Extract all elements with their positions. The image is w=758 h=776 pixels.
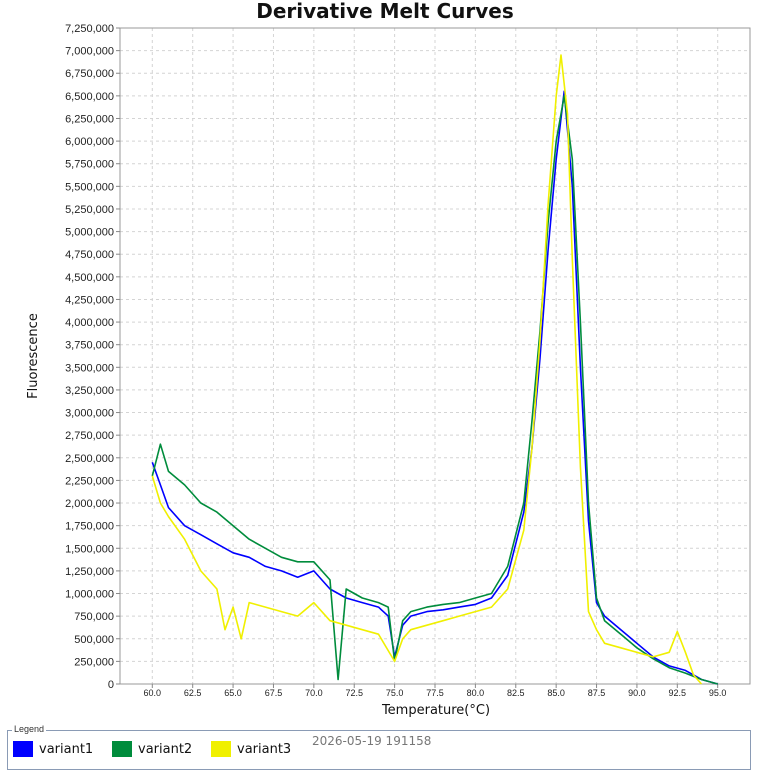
legend-item-variant1[interactable]: variant1 (13, 740, 93, 758)
series-line-variant3 (151, 54, 703, 685)
chart-title: Derivative Melt Curves (256, 0, 514, 23)
x-tick-label: 87.5 (588, 688, 606, 698)
y-tick-label: 2,500,000 (65, 453, 114, 465)
x-tick-label: 80.0 (467, 688, 485, 698)
y-tick-label: 3,500,000 (65, 362, 114, 374)
y-tick-label: 2,750,000 (65, 430, 114, 442)
y-tick-label: 2,000,000 (65, 498, 114, 510)
legend-label: variant2 (138, 741, 193, 757)
x-tick-label: 77.5 (426, 688, 444, 698)
y-tick-label: 1,000,000 (65, 589, 114, 601)
melt-curve-chart: Derivative Melt Curves 0 250,000 500,000 75… (26, 0, 751, 718)
y-tick-label: 0 (108, 679, 114, 691)
grid (120, 27, 750, 685)
legend-swatch (112, 741, 132, 757)
y-tick-label: 4,500,000 (65, 272, 114, 284)
x-tick-label: 72.5 (345, 688, 363, 698)
y-tick-label: 1,500,000 (65, 543, 114, 555)
x-axis: 60.0 62.5 65.0 67.5 70.0 72.5 75.0 77.5 80.0 82.5… (144, 684, 727, 698)
legend-item-variant2[interactable]: variant2 (112, 740, 192, 758)
y-tick-label: 1,750,000 (65, 521, 114, 533)
y-tick-label: 7,000,000 (65, 46, 114, 58)
legend-box (7, 730, 751, 770)
y-tick-label: 6,500,000 (65, 91, 114, 103)
y-tick-label: 3,250,000 (65, 385, 114, 397)
y-tick-label: 2,250,000 (65, 475, 114, 487)
y-tick-label: 1,250,000 (65, 566, 114, 578)
x-tick-label: 62.5 (184, 688, 202, 698)
x-tick-label: 65.0 (224, 688, 242, 698)
x-tick-label: 95.0 (709, 688, 727, 698)
x-tick-label: 70.0 (305, 688, 323, 698)
x-axis-label: Temperature(°C) (381, 703, 490, 718)
legend-swatch (13, 741, 33, 757)
x-tick-label: 82.5 (507, 688, 525, 698)
legend-label: variant3 (237, 741, 292, 757)
x-tick-label: 75.0 (386, 688, 404, 698)
x-tick-label: 60.0 (144, 688, 162, 698)
y-tick-label: 4,000,000 (65, 317, 114, 329)
series-variant1 (151, 90, 718, 685)
y-tick-label: 750,000 (74, 611, 114, 623)
series-variant2 (151, 95, 718, 685)
x-tick-label: 92.5 (669, 688, 687, 698)
legend-title: Legend (12, 724, 47, 734)
y-tick-label: 3,000,000 (65, 408, 114, 420)
legend-item-variant3[interactable]: variant3 (211, 740, 291, 758)
y-tick-label: 7,250,000 (65, 23, 114, 35)
timestamp: 2026-05-19 191158 (312, 734, 432, 748)
y-axis-label: Fluorescence (26, 313, 41, 399)
legend-label: variant1 (39, 741, 94, 757)
y-tick-label: 5,250,000 (65, 204, 114, 216)
y-tick-label: 5,750,000 (65, 159, 114, 171)
legend-swatch (211, 741, 231, 757)
series-line-variant2 (151, 95, 718, 685)
y-tick-label: 6,250,000 (65, 113, 114, 125)
y-tick-label: 4,750,000 (65, 249, 114, 261)
y-tick-label: 6,750,000 (65, 68, 114, 80)
x-tick-label: 67.5 (265, 688, 283, 698)
y-tick-label: 5,500,000 (65, 181, 114, 193)
y-tick-label: 500,000 (74, 634, 114, 646)
x-tick-label: 85.0 (547, 688, 565, 698)
y-axis: 0 250,000 500,000 750,000 1,000,000 1,250,000… (65, 23, 120, 691)
y-tick-label: 250,000 (74, 656, 114, 668)
y-tick-label: 4,250,000 (65, 294, 114, 306)
y-tick-label: 5,000,000 (65, 227, 114, 239)
y-tick-label: 3,750,000 (65, 340, 114, 352)
x-tick-label: 90.0 (628, 688, 646, 698)
series-layer (151, 54, 718, 685)
series-variant3 (151, 54, 703, 685)
y-tick-label: 6,000,000 (65, 136, 114, 148)
series-line-variant1 (151, 90, 718, 685)
